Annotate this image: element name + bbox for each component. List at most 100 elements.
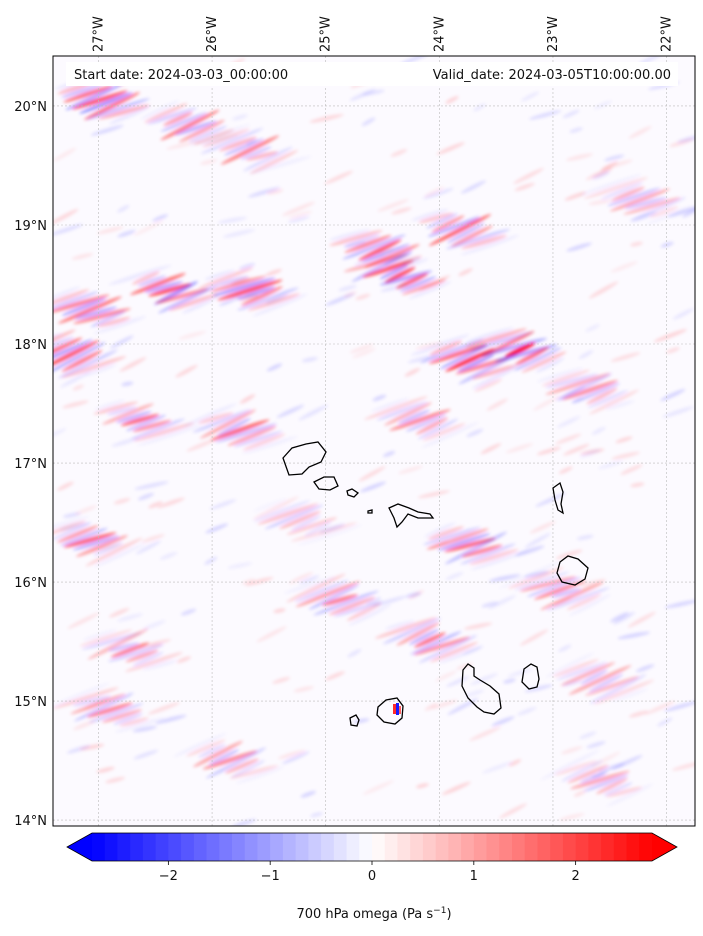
omega-texture-blob [571, 396, 583, 404]
lon-label-23w: 23°W [546, 16, 561, 52]
omega-texture-blob [347, 649, 362, 658]
omega-texture-blob [486, 398, 508, 411]
omega-texture-blob [533, 395, 561, 411]
omega-texture-blob [147, 702, 180, 715]
omega-texture-blob [109, 607, 130, 618]
sinking-motion-band [515, 347, 549, 365]
sinking-motion-band [102, 403, 154, 425]
omega-texture-blob [60, 370, 91, 388]
sinking-motion-band [102, 709, 142, 723]
rising-motion-band [351, 250, 413, 282]
sinking-motion-band [163, 112, 193, 126]
omega-texture-blob [365, 597, 382, 605]
island-brava [349, 714, 360, 727]
rising-motion-band [379, 270, 433, 286]
rising-motion-band [405, 414, 447, 432]
sinking-motion-band [586, 387, 618, 405]
sinking-motion-band [605, 786, 643, 798]
sinking-motion-band [428, 526, 464, 540]
rising-motion-band [333, 601, 383, 617]
omega-texture-blob [514, 182, 535, 191]
omega-texture-blob [535, 492, 566, 507]
omega-texture-blob [247, 187, 281, 198]
rising-motion-band [408, 281, 452, 299]
omega-texture-blob [355, 293, 371, 300]
colorbar-level [448, 833, 462, 861]
omega-texture-blob [677, 134, 695, 143]
omega-texture-blob [559, 813, 585, 821]
lon-label-27w: 27°W [91, 16, 106, 52]
sinking-motion-band [217, 279, 283, 301]
omega-texture-blob [159, 551, 178, 560]
omega-texture-blob [383, 450, 396, 457]
sinking-motion-band [125, 649, 159, 663]
rising-motion-band [53, 286, 81, 304]
sinking-motion-band [202, 128, 250, 148]
colorbar-tick-label: −1 [261, 869, 280, 884]
rising-motion-band [417, 418, 459, 440]
omega-texture-blob [264, 268, 282, 277]
omega-texture-blob [73, 720, 96, 731]
rising-motion-band [93, 316, 147, 334]
sinking-motion-band [179, 119, 225, 143]
rising-motion-band [182, 296, 218, 314]
lon-label-26w: 26°W [205, 16, 220, 52]
omega-texture-blob [75, 505, 97, 515]
rising-motion-band [137, 423, 203, 447]
omega-texture-blob [59, 522, 90, 531]
colorbar-level [270, 833, 284, 861]
sinking-motion-band [461, 544, 503, 558]
omega-texture-blob [579, 449, 601, 458]
sinking-motion-band [85, 537, 143, 567]
omega-texture-blob [349, 344, 374, 354]
rising-motion-band [108, 642, 140, 652]
omega-texture-blob [298, 404, 329, 421]
sinking-motion-band [295, 580, 361, 608]
sinking-motion-band [220, 135, 280, 165]
colorbar-level [422, 833, 437, 861]
omega-texture-blob [133, 220, 164, 236]
colorbar-level [117, 833, 131, 861]
sinking-motion-band [199, 409, 257, 439]
rising-motion-band [447, 222, 485, 244]
omega-texture-blob [600, 161, 618, 172]
rising-motion-band [624, 197, 668, 209]
omega-texture-blob [113, 498, 131, 505]
sinking-motion-band [465, 328, 527, 348]
colorbar-level [562, 833, 577, 861]
omega-texture-blob [97, 226, 124, 235]
sinking-motion-band [329, 230, 383, 246]
omega-texture-blob [630, 241, 643, 247]
omega-texture-blob [132, 725, 158, 733]
rising-motion-band [61, 84, 103, 98]
omega-wave-field [53, 56, 695, 826]
omega-texture-blob [376, 248, 394, 255]
rising-motion-band [437, 533, 491, 551]
colorbar-level [193, 833, 208, 861]
sinking-motion-band [431, 215, 465, 233]
omega-texture-blob [324, 170, 354, 185]
colorbar-level [155, 833, 169, 861]
rising-motion-band [398, 409, 430, 425]
omega-texture-blob [662, 406, 694, 418]
omega-texture-blob [529, 521, 556, 534]
colorbar-level [626, 833, 640, 861]
omega-texture-blob [404, 368, 421, 377]
omega-texture-blob [464, 622, 493, 630]
omega-texture-blob [362, 780, 395, 795]
rising-motion-band [188, 125, 228, 143]
sinking-motion-band [362, 260, 414, 278]
rising-motion-band [215, 423, 277, 443]
colorbar-level [537, 833, 551, 861]
sinking-motion-band [568, 665, 632, 695]
colorbar-level [282, 833, 297, 861]
sinking-motion-band [132, 271, 160, 285]
lon-label-25w: 25°W [319, 16, 334, 52]
colorbar-tick-label: 1 [470, 869, 478, 884]
sinking-motion-band [61, 350, 103, 372]
omega-texture-blob [436, 142, 465, 155]
omega-texture-blob [469, 726, 501, 741]
colorbar-level [550, 833, 564, 861]
rising-motion-band [86, 98, 150, 120]
sinking-motion-band [429, 340, 463, 356]
